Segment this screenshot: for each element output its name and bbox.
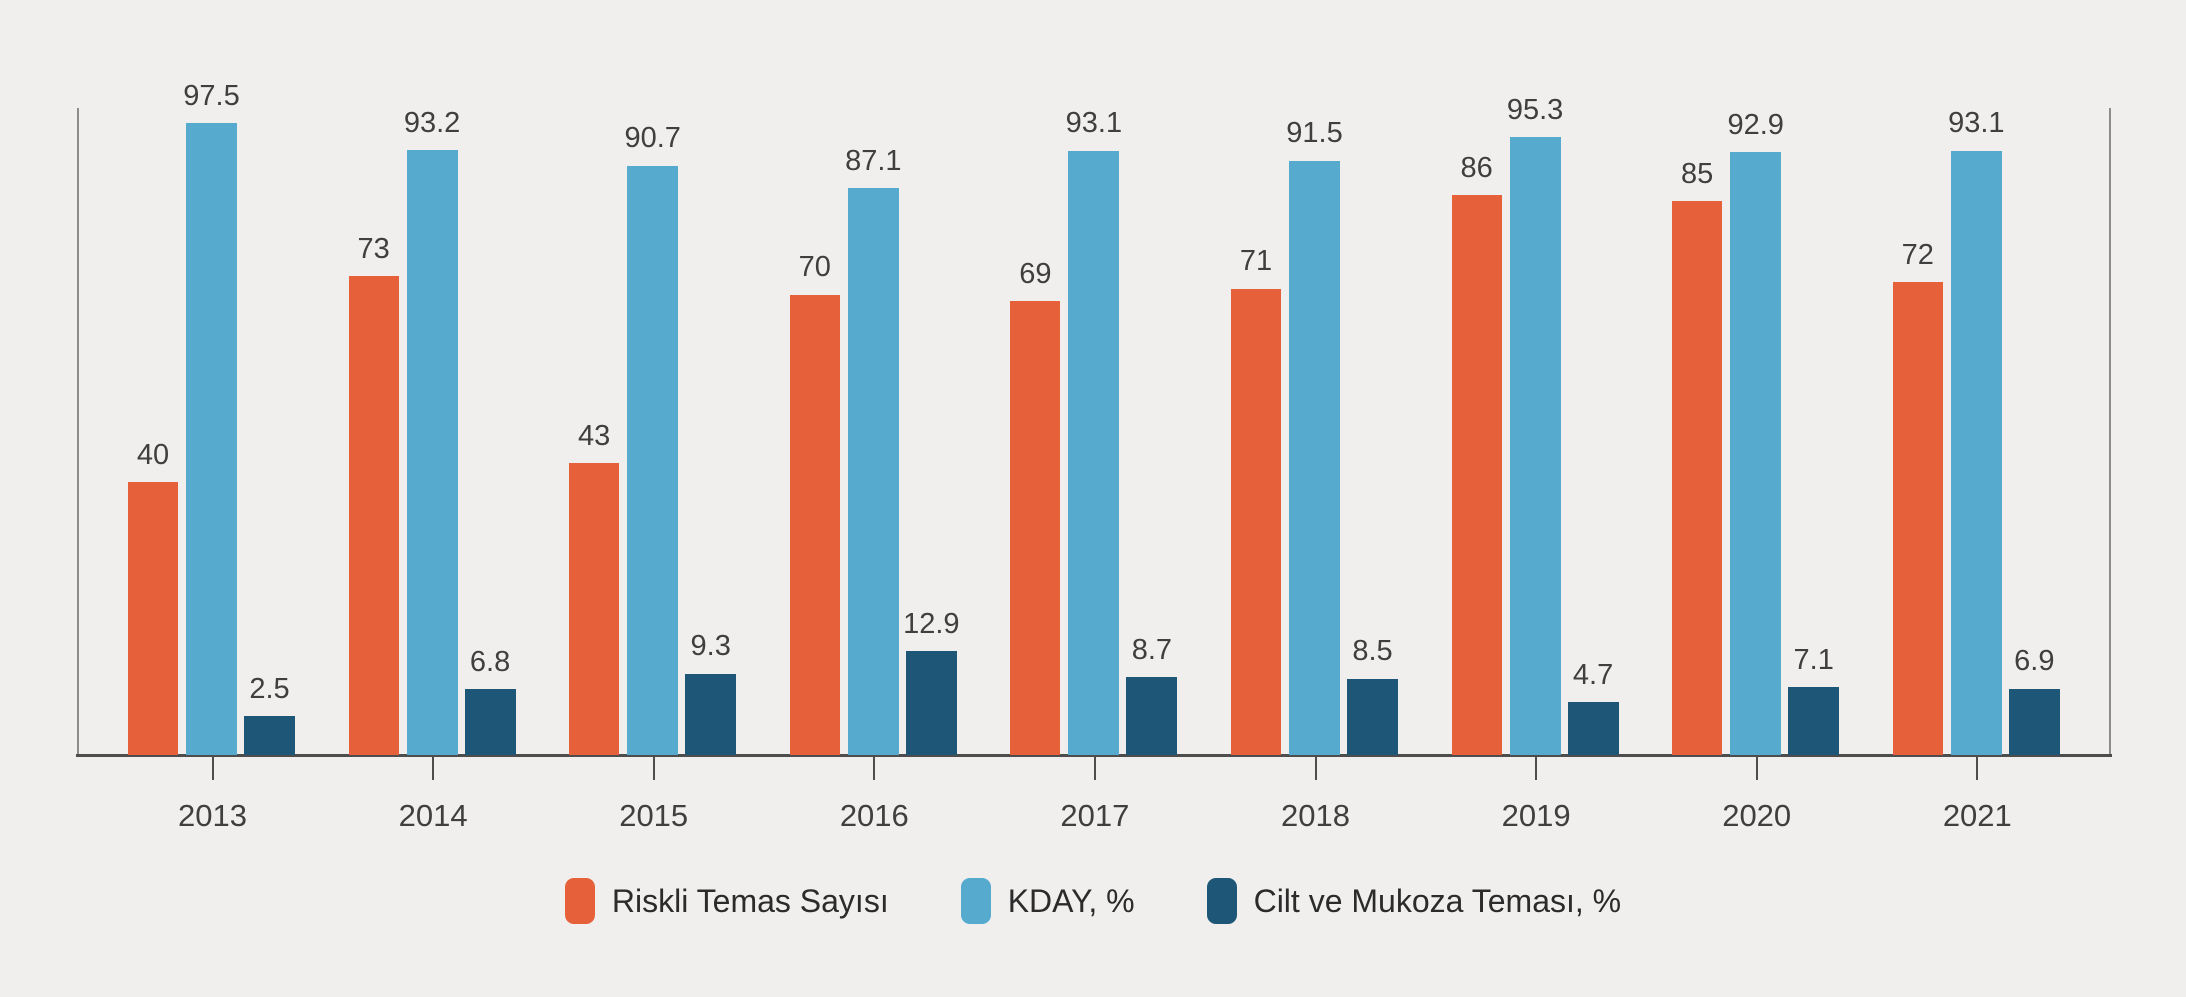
x-axis-tick <box>1976 755 1979 780</box>
bar-value-label: 91.5 <box>1286 117 1343 150</box>
bar-value-label: 2.5 <box>249 672 290 705</box>
x-axis-tick <box>1535 755 1538 780</box>
x-axis-tick <box>432 755 435 780</box>
x-axis-tick <box>211 755 214 780</box>
x-axis-label-2014: 2014 <box>398 798 468 833</box>
bar-kday-2016: 87.1 <box>845 145 902 755</box>
legend: Riskli Temas Sayısı KDAY, % Cilt ve Mukoza… <box>0 878 2186 924</box>
bar-value-label: 92.9 <box>1727 108 1784 141</box>
bar-value-label: 6.8 <box>469 645 511 678</box>
bar-kday-2014: 93.2 <box>404 107 460 755</box>
legend-label: KDAY, % <box>1007 882 1135 919</box>
bar-value-label: 40 <box>136 438 170 471</box>
bar-value-label: 69 <box>1019 257 1052 290</box>
legend-swatch-riskli-temas-sayisi <box>564 878 595 924</box>
bar-riskli-temas-sayisi-2014: 73 <box>348 233 399 755</box>
x-axis-label-2017: 2017 <box>1060 798 1130 833</box>
bar-riskli-temas-sayisi-2013: 40 <box>128 439 178 755</box>
bar-value-label: 93.2 <box>403 106 461 139</box>
bar-value-label: 86 <box>1460 151 1493 184</box>
bar-value-label: 87.1 <box>845 144 902 177</box>
bar-value-label: 12.9 <box>903 607 960 640</box>
bar-kday-2021: 93.1 <box>1948 107 2005 755</box>
bar-value-label: 95.3 <box>1506 93 1564 126</box>
bar-riskli-temas-sayisi-2018: 71 <box>1231 245 1281 755</box>
legend-swatch-kday <box>960 878 991 924</box>
bar-cilt-ve-mukoza-temasi-2015: 9.3 <box>685 630 737 755</box>
bar-value-label: 8.5 <box>1352 635 1393 668</box>
plot-area: 40 97.5 2.5 2013 73 93.2 6.8 2014 43 90.7 9.3 2015 7… <box>76 80 2112 833</box>
bar-value-label: 72 <box>1901 238 1934 271</box>
legend-item-kday: KDAY, % <box>960 878 1135 924</box>
legend-item-riskli-temas-sayisi: Riskli Temas Sayısı <box>564 878 889 924</box>
bar-value-label: 73 <box>357 232 390 265</box>
plot-border-right <box>2109 108 2111 755</box>
bar-value-label: 70 <box>798 251 831 284</box>
legend-label: Cilt ve Mukoza Teması, % <box>1253 882 1622 919</box>
bar-value-label: 7.1 <box>1793 643 1834 676</box>
x-axis-label-2018: 2018 <box>1281 798 1350 833</box>
legend-swatch-cilt-ve-mukoza-temasi <box>1206 878 1237 924</box>
legend-label: Riskli Temas Sayısı <box>611 882 889 919</box>
bar-riskli-temas-sayisi-2021: 72 <box>1892 239 1943 755</box>
bar-value-label: 90.7 <box>624 122 681 155</box>
bar-kday-2018: 91.5 <box>1286 117 1343 755</box>
x-axis-tick <box>1093 755 1096 780</box>
bar-value-label: 97.5 <box>183 79 240 112</box>
bar-cilt-ve-mukoza-temasi-2020: 7.1 <box>1788 644 1840 755</box>
x-axis-label-2020: 2020 <box>1722 798 1792 833</box>
bar-kday-2015: 90.7 <box>624 122 681 755</box>
bar-value-label: 43 <box>578 419 611 452</box>
bar-cilt-ve-mukoza-temasi-2014: 6.8 <box>464 646 516 755</box>
bar-kday-2020: 92.9 <box>1727 109 1784 755</box>
x-axis-label-2015: 2015 <box>619 798 689 833</box>
bar-cilt-ve-mukoza-temasi-2019: 4.7 <box>1567 659 1619 755</box>
legend-item-cilt-ve-mukoza-temasi: Cilt ve Mukoza Teması, % <box>1206 878 1622 924</box>
x-axis-tick <box>873 755 876 780</box>
bar-riskli-temas-sayisi-2016: 70 <box>789 251 840 755</box>
bar-value-label: 4.7 <box>1572 658 1614 691</box>
bar-kday-2013: 97.5 <box>183 80 240 755</box>
x-axis-label-2019: 2019 <box>1501 798 1571 833</box>
bar-cilt-ve-mukoza-temasi-2017: 8.7 <box>1126 634 1178 755</box>
bar-value-label: 93.1 <box>1065 107 1123 140</box>
bar-value-label: 9.3 <box>690 630 731 663</box>
bar-riskli-temas-sayisi-2019: 86 <box>1451 152 1502 755</box>
x-axis-tick <box>1314 755 1317 780</box>
bar-cilt-ve-mukoza-temasi-2016: 12.9 <box>903 608 960 755</box>
bar-cilt-ve-mukoza-temasi-2018: 8.5 <box>1347 635 1398 755</box>
bar-value-label: 6.9 <box>2014 645 2055 678</box>
plot-border-left <box>77 108 79 755</box>
bar-kday-2019: 95.3 <box>1507 94 1563 755</box>
x-axis-tick <box>652 755 655 780</box>
bar-value-label: 93.1 <box>1948 107 2005 140</box>
bar-riskli-temas-sayisi-2020: 85 <box>1672 158 1723 755</box>
bar-cilt-ve-mukoza-temasi-2021: 6.9 <box>2008 645 2060 755</box>
bar-value-label: 8.7 <box>1131 633 1173 666</box>
bar-riskli-temas-sayisi-2017: 69 <box>1010 258 1061 755</box>
bar-riskli-temas-sayisi-2015: 43 <box>569 420 620 755</box>
x-axis-label-2016: 2016 <box>839 798 909 833</box>
x-axis-label-2021: 2021 <box>1942 798 2012 833</box>
x-axis-tick <box>1755 755 1758 780</box>
bar-value-label: 71 <box>1239 245 1273 278</box>
x-axis-label-2013: 2013 <box>178 798 247 833</box>
bar-kday-2017: 93.1 <box>1066 107 1122 755</box>
bar-cilt-ve-mukoza-temasi-2013: 2.5 <box>244 673 295 755</box>
bar-value-label: 85 <box>1681 157 1714 190</box>
